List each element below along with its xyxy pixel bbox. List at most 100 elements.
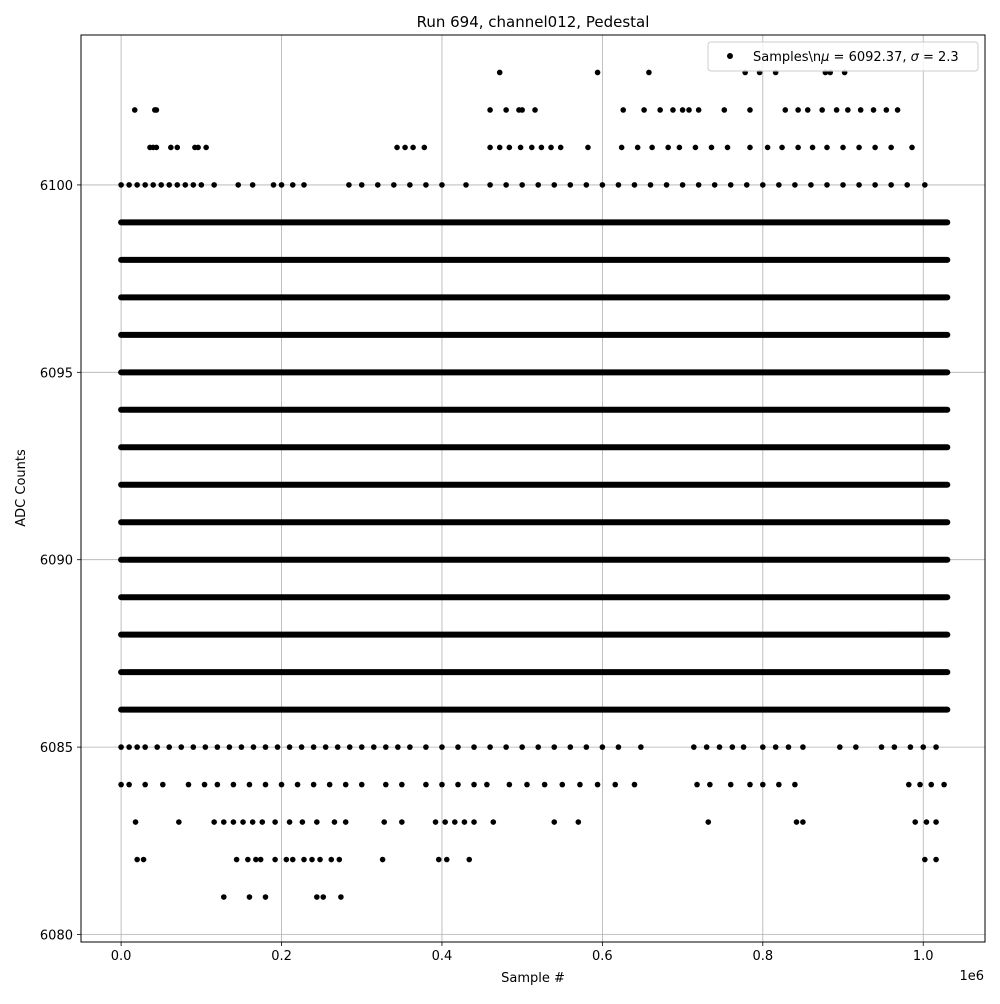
data-point [455,781,461,788]
data-point [663,182,670,188]
data-point [402,144,408,151]
y-tick-label: 6095 [40,366,73,381]
data-point [692,144,699,151]
data-point [933,819,939,825]
data-point [694,781,700,788]
data-point [922,856,928,863]
data-point [496,69,503,76]
data-point [760,182,766,188]
data-point [246,781,253,788]
legend-label-suffix: = 2.3 [919,50,959,65]
data-point [185,781,192,788]
data-point [317,856,323,863]
data-point [878,744,885,750]
data-point [132,819,139,825]
data-point [432,819,439,825]
data-point [331,819,338,825]
data-point [776,182,782,188]
data-point [686,107,692,113]
data-point [126,744,132,750]
data-point [808,182,814,188]
x-tick-label: 0.0 [111,949,132,964]
data-point [471,781,477,788]
legend-label-mu: μ [820,50,829,65]
data-point [503,744,509,750]
data-point [631,781,638,788]
data-point [724,144,731,151]
y-tick-label: 6090 [40,554,73,569]
data-point [314,894,320,900]
data-point [676,144,683,151]
data-point [381,819,388,825]
data-point [557,144,564,151]
data-point [535,182,542,188]
data-point [407,182,413,188]
data-point [178,744,185,750]
data-point [249,182,256,188]
x-axis-label: Sample # [501,971,565,986]
data-point [792,182,798,188]
data-point [455,744,461,750]
data-point [334,744,341,750]
data-point [134,182,140,188]
data-point [370,744,377,750]
data-point [166,744,173,750]
data-point [665,144,671,151]
data-point [670,107,676,113]
data-point [298,744,305,750]
data-point [506,144,513,151]
data-point [423,744,429,750]
data-point [150,182,156,188]
data-point [872,182,878,188]
data-point [894,107,901,113]
data-point [233,856,240,863]
data-point [214,744,221,750]
data-point [548,144,554,151]
data-point [909,144,915,151]
y-tick-label: 6100 [40,179,73,194]
data-point [490,819,497,825]
data-point [646,69,652,76]
data-point [933,856,939,863]
data-point [870,107,877,113]
data-point [203,144,209,151]
data-point [320,894,327,900]
data-point [760,744,766,750]
data-point [126,182,132,188]
data-point [443,856,450,863]
data-point [220,894,227,900]
data-point [176,819,182,825]
data-point [250,744,257,750]
data-point [941,781,947,788]
data-point [795,144,801,151]
data-point [615,182,622,188]
data-point [764,144,771,151]
data-point [532,107,538,113]
data-point [195,144,201,151]
data-point [142,182,148,188]
legend-marker [727,53,733,59]
data-point [214,781,221,788]
data-point [168,144,174,151]
data-point [792,781,798,788]
data-point [503,182,509,188]
data-point [800,819,806,825]
data-point [274,744,281,750]
data-point [272,819,278,825]
data-point [435,856,442,863]
data-point [326,781,333,788]
data-point [226,744,233,750]
data-point [358,744,365,750]
data-point [920,744,927,750]
data-point [202,744,209,750]
data-point [800,744,806,750]
data-point [649,144,655,151]
x-tick-label: 0.6 [592,949,613,964]
data-point [928,781,935,788]
data-point [793,819,800,825]
data-point [374,182,381,188]
data-point [342,819,349,825]
data-point [824,144,830,151]
data-point [451,819,458,825]
data-point [407,744,413,750]
